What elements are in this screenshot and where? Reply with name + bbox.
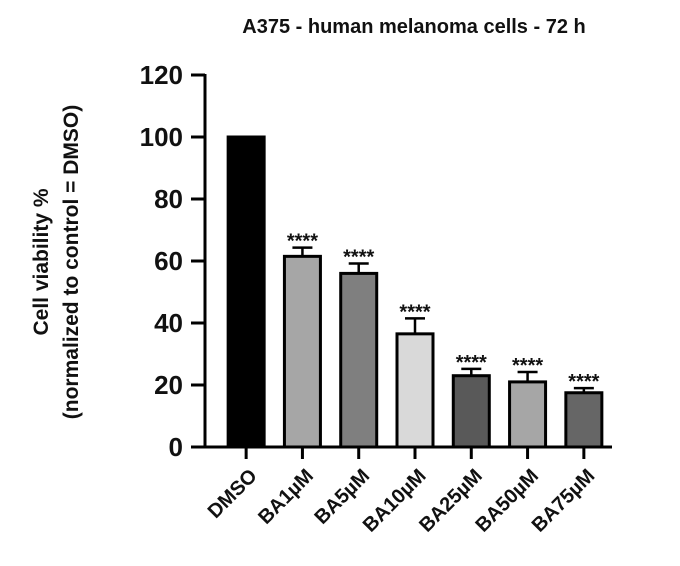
significance-label: **** (287, 231, 318, 253)
bars (226, 135, 604, 449)
bar-6 (508, 380, 548, 449)
y-axis-label-line2: (normalized to control = DMSO) (60, 105, 83, 419)
bar-1 (226, 135, 266, 449)
bar-3 (339, 271, 379, 449)
x-category-label: BA75µM (528, 465, 600, 537)
x-category-label: DMSO (204, 465, 262, 523)
chart-title: A375 - human melanoma cells - 72 h (242, 16, 585, 38)
significance-label: **** (456, 352, 487, 374)
y-tick-label: 80 (154, 184, 183, 214)
significance-label: **** (399, 301, 430, 323)
bar-5 (451, 374, 491, 449)
bar-2 (282, 254, 322, 449)
y-axis-label-line1: Cell viability % (30, 188, 53, 335)
significance-label: **** (343, 246, 374, 268)
significance-label: **** (568, 371, 599, 393)
y-tick-label: 40 (154, 308, 183, 338)
y-tick-label: 0 (169, 432, 183, 462)
significance-label: **** (512, 355, 543, 377)
bar-4 (395, 332, 435, 449)
y-tick-label: 60 (154, 246, 183, 276)
y-tick-label: 20 (154, 370, 183, 400)
y-tick-label: 120 (140, 60, 183, 90)
bar-7 (564, 391, 604, 449)
y-tick-label: 100 (140, 122, 183, 152)
x-category-label: BA1µM (254, 465, 318, 529)
